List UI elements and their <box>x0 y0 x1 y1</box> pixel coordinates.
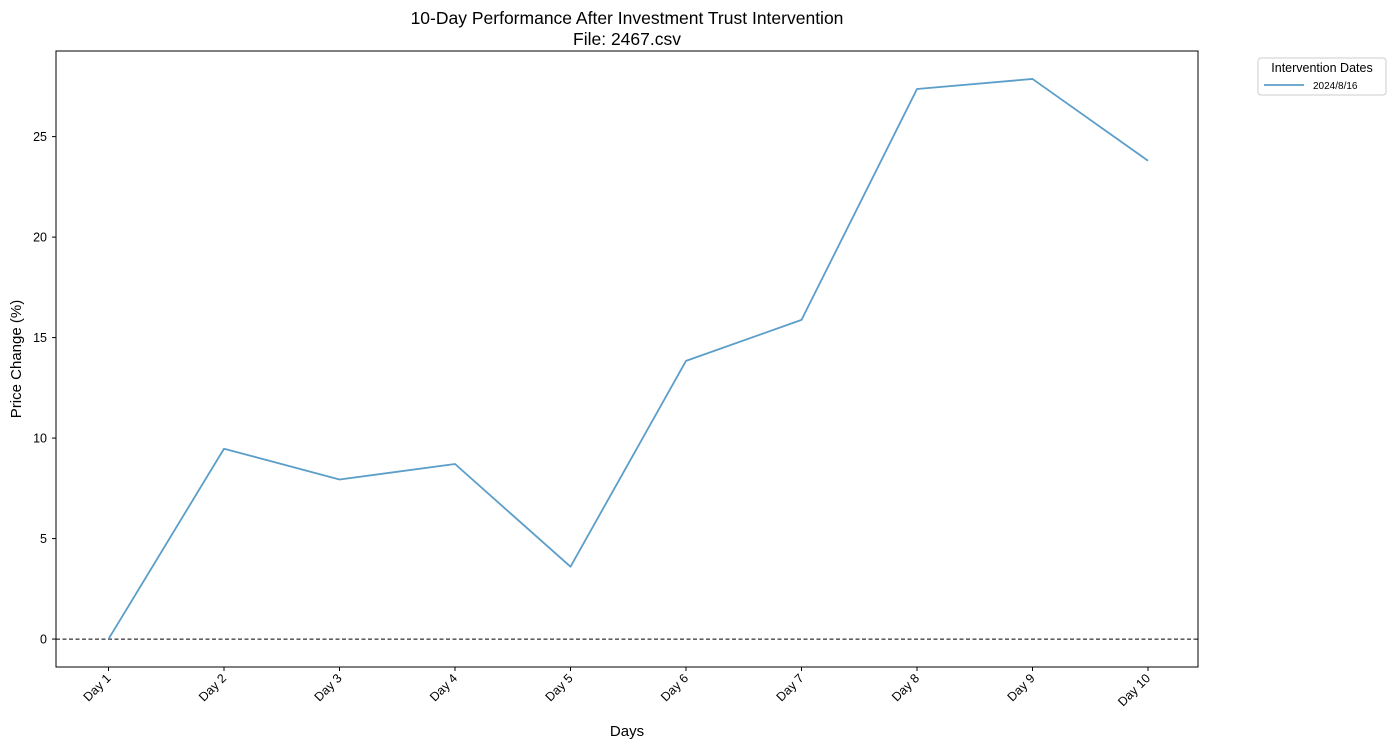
x-tick-label: Day 6 <box>658 671 691 704</box>
plot-frame <box>55 50 1199 668</box>
x-tick-label: Day 5 <box>543 671 576 704</box>
y-tick-label: 25 <box>33 130 47 144</box>
legend-title: Intervention Dates <box>1271 61 1372 75</box>
x-tick-label: Day 7 <box>774 671 807 704</box>
y-axis: 0 5 10 15 20 25 <box>33 130 56 647</box>
x-axis-label: Days <box>610 723 644 740</box>
y-tick-label: 15 <box>33 331 47 345</box>
x-tick-label: Day 10 <box>1115 671 1153 709</box>
plot-area <box>56 78 1198 640</box>
y-tick-label: 10 <box>33 432 47 446</box>
x-axis: Day 1 Day 2 Day 3 Day 4 Day 5 Day 6 Day 7 Day 8… <box>81 667 1153 709</box>
legend-entry-label: 2024/8/16 <box>1313 81 1358 92</box>
x-tick-label: Day 1 <box>81 671 114 704</box>
y-tick-label: 0 <box>40 633 47 647</box>
series-line-0 <box>107 78 1149 640</box>
x-tick-label: Day 2 <box>196 671 229 704</box>
y-tick-label: 20 <box>33 231 47 245</box>
x-tick-label: Day 3 <box>312 671 345 704</box>
x-tick-label: Day 8 <box>889 671 922 704</box>
chart-subtitle: File: 2467.csv <box>573 29 681 49</box>
y-tick-label: 5 <box>40 532 47 546</box>
chart-title: 10-Day Performance After Investment Trus… <box>411 8 844 28</box>
x-tick-label: Day 4 <box>427 671 460 704</box>
y-axis-label: Price Change (%) <box>8 300 25 418</box>
legend: Intervention Dates 2024/8/16 <box>1257 57 1387 96</box>
x-tick-label: Day 9 <box>1005 671 1038 704</box>
